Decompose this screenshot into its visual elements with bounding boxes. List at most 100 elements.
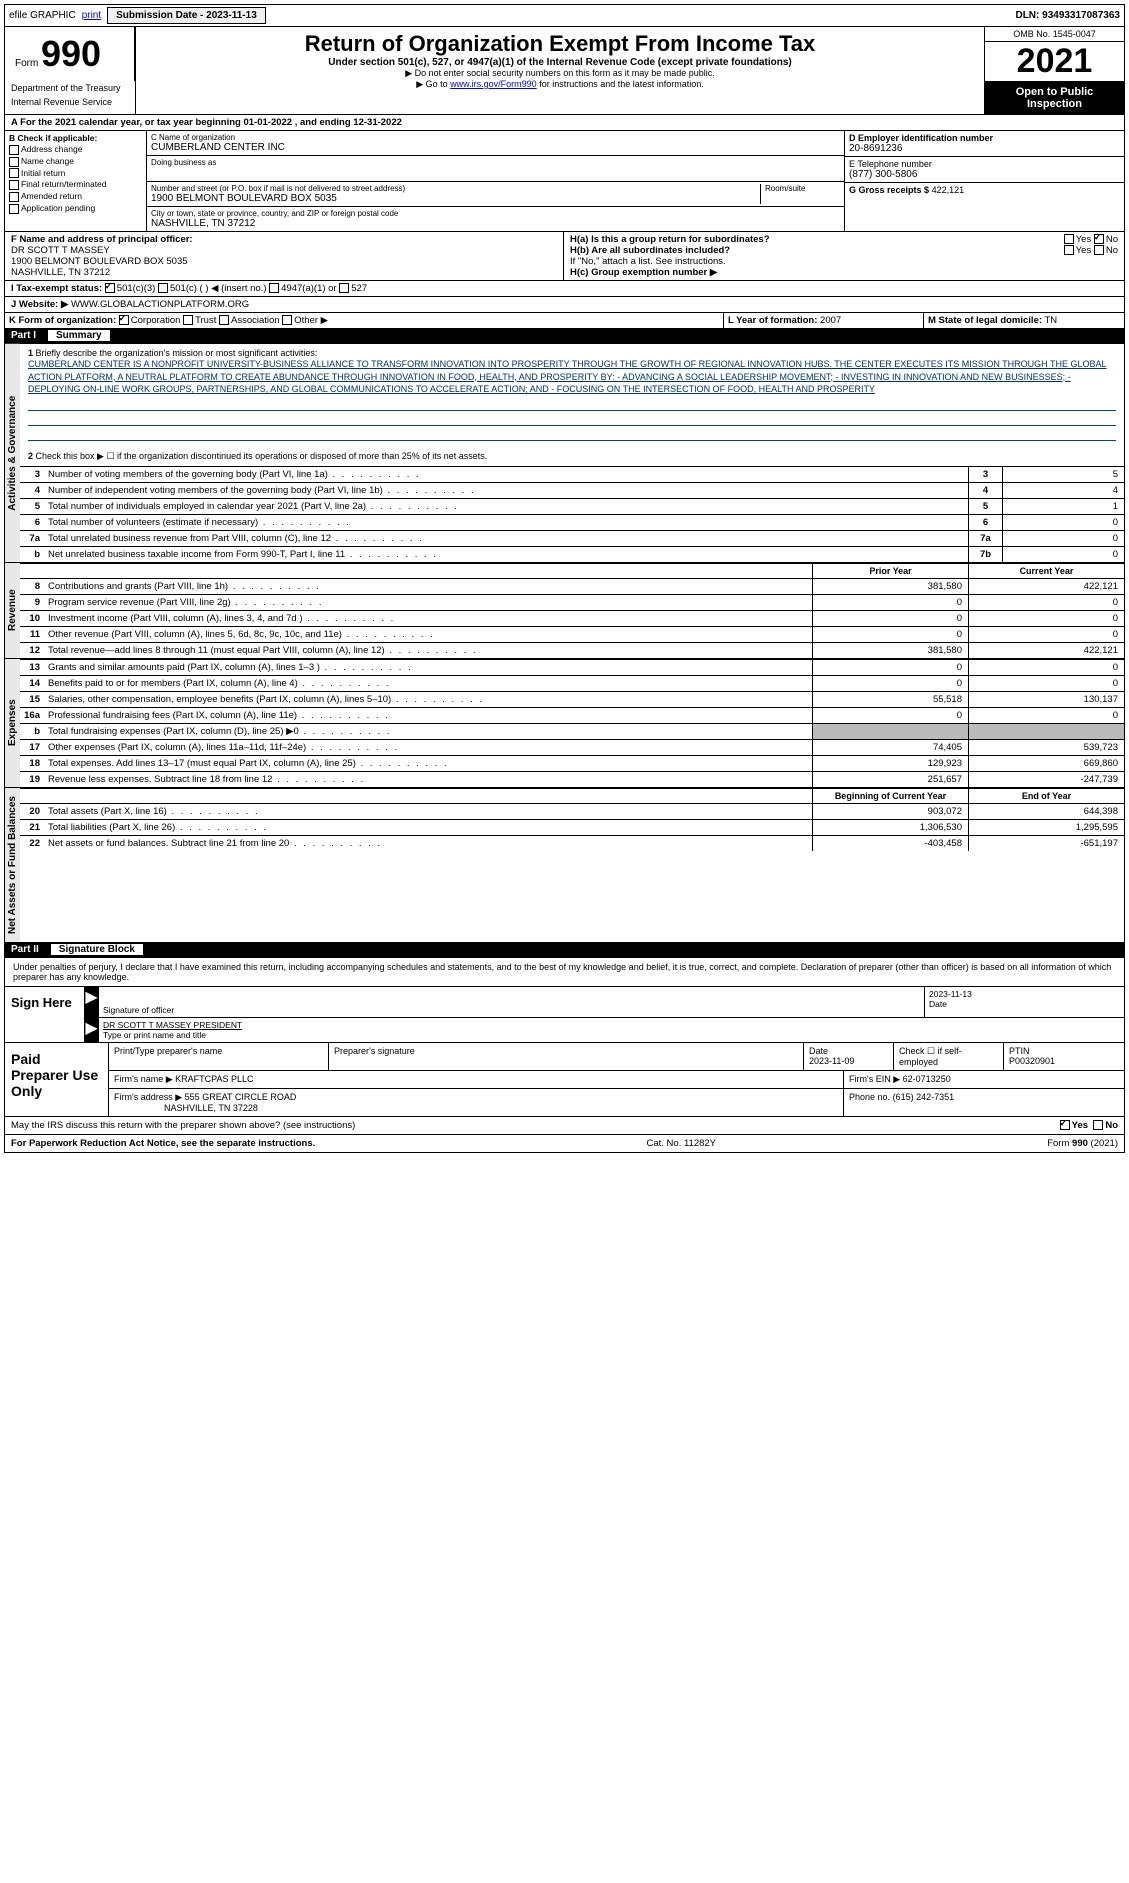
line-desc: Total number of volunteers (estimate if … [44, 515, 968, 530]
officer-typed-name: DR SCOTT T MASSEY PRESIDENT [103, 1020, 242, 1030]
line-box: 7b [968, 547, 1002, 562]
declaration-text: Under penalties of perjury, I declare th… [5, 957, 1124, 986]
chk-assoc[interactable] [219, 315, 229, 325]
chk-name-change[interactable] [9, 157, 19, 167]
arrow-icon-2: ▶ [85, 1018, 99, 1042]
top-bar: efile GRAPHIC print Submission Date - 20… [5, 5, 1124, 27]
chk-hb-no[interactable] [1094, 245, 1104, 255]
chk-501c[interactable] [158, 283, 168, 293]
form-org-label: K Form of organization: [9, 315, 116, 326]
street-label: Number and street (or P.O. box if mail i… [151, 184, 760, 193]
city-label: City or town, state or province, country… [151, 209, 840, 218]
discuss-row: May the IRS discuss this return with the… [5, 1116, 1124, 1134]
form-number: 990 [41, 33, 101, 74]
sig-date-label: Date [929, 999, 947, 1009]
blank-line-1 [28, 398, 1116, 411]
row-klm: K Form of organization: Corporation Trus… [5, 312, 1124, 328]
chk-hb-yes[interactable] [1064, 245, 1074, 255]
chk-app-pending[interactable] [9, 204, 19, 214]
line-num: 19 [20, 772, 44, 787]
subtitle-3: ▶ Go to www.irs.gov/Form990 for instruct… [146, 79, 974, 90]
expenses-section: Expenses 13 Grants and similar amounts p… [5, 658, 1124, 787]
lbl-name-change: Name change [21, 156, 74, 166]
chk-4947[interactable] [269, 283, 279, 293]
line-5: 5 Total number of individuals employed i… [20, 498, 1124, 514]
print-link[interactable]: print [82, 10, 101, 21]
paid-preparer-block: Paid Preparer Use Only Print/Type prepar… [5, 1042, 1124, 1116]
irs-link[interactable]: www.irs.gov/Form990 [450, 79, 537, 89]
ptin-value: P00320901 [1009, 1056, 1055, 1066]
chk-trust[interactable] [183, 315, 193, 325]
dba-label: Doing business as [151, 158, 840, 167]
box-h: H(a) Is this a group return for subordin… [564, 232, 1124, 280]
q1-label: Briefly describe the organization's miss… [36, 348, 318, 358]
prep-name-label: Print/Type preparer's name [114, 1046, 222, 1056]
chk-ha-yes[interactable] [1064, 234, 1074, 244]
prior-val: 74,405 [812, 740, 968, 755]
current-val: 0 [968, 676, 1124, 691]
sig-officer-label: Signature of officer [103, 1005, 174, 1015]
firm-phone-label: Phone no. [849, 1092, 890, 1102]
tax-status-label: I Tax-exempt status: [11, 283, 102, 294]
phone-label: E Telephone number [849, 159, 932, 169]
revenue-section: Revenue Prior Year Current Year 8 Contri… [5, 562, 1124, 658]
line-num: 17 [20, 740, 44, 755]
line-11: 11 Other revenue (Part VIII, column (A),… [20, 626, 1124, 642]
chk-corp[interactable] [119, 315, 129, 325]
hc-label: H(c) Group exemption number ▶ [570, 267, 717, 278]
end-year-header: End of Year [968, 789, 1124, 803]
line-10: 10 Investment income (Part VIII, column … [20, 610, 1124, 626]
year-formation-label: L Year of formation: [728, 315, 817, 326]
sig-date-value: 2023-11-13 [929, 989, 972, 999]
firm-name-label: Firm's name ▶ [114, 1074, 173, 1084]
firm-name-value: KRAFTCPAS PLLC [175, 1074, 253, 1084]
chk-527[interactable] [339, 283, 349, 293]
officer-addr2: NASHVILLE, TN 37212 [11, 267, 110, 278]
submission-date-button[interactable]: Submission Date - 2023-11-13 [107, 7, 266, 24]
chk-other[interactable] [282, 315, 292, 325]
chk-ha-no[interactable] [1094, 234, 1104, 244]
q2-label: Check this box ▶ ☐ if the organization d… [36, 451, 488, 461]
inspection-label: Open to Public Inspection [985, 81, 1124, 114]
prior-val: 0 [812, 660, 968, 675]
line-num: 5 [20, 499, 44, 514]
prior-val: 0 [812, 627, 968, 642]
line-num: 6 [20, 515, 44, 530]
prior-val: 1,306,530 [812, 820, 968, 835]
line-desc: Total expenses. Add lines 13–17 (must eq… [44, 756, 812, 771]
part1-body: Activities & Governance 1 Briefly descri… [5, 343, 1124, 562]
chk-discuss-yes[interactable] [1060, 1120, 1070, 1130]
chk-amended-return[interactable] [9, 192, 19, 202]
ein-label: D Employer identification number [849, 133, 993, 143]
line-desc: Salaries, other compensation, employee b… [44, 692, 812, 707]
chk-initial-return[interactable] [9, 168, 19, 178]
line-num: 12 [20, 643, 44, 658]
chk-address-change[interactable] [9, 145, 19, 155]
line-num: 3 [20, 467, 44, 482]
section-governance-label: Activities & Governance [5, 344, 20, 562]
line-desc: Total unrelated business revenue from Pa… [44, 531, 968, 546]
line-desc: Investment income (Part VIII, column (A)… [44, 611, 812, 626]
lbl-527: 527 [351, 283, 367, 294]
box-c: C Name of organizationCUMBERLAND CENTER … [147, 131, 844, 231]
line-val: 5 [1002, 467, 1124, 482]
lbl-other: Other ▶ [294, 315, 328, 326]
part1-title: Summary [48, 330, 110, 341]
mission-text: CUMBERLAND CENTER IS A NONPROFIT UNIVERS… [28, 359, 1107, 394]
ha-label: H(a) Is this a group return for subordin… [570, 234, 770, 245]
line-17: 17 Other expenses (Part IX, column (A), … [20, 739, 1124, 755]
prior-val: 0 [812, 595, 968, 610]
line-num: 20 [20, 804, 44, 819]
line-box: 4 [968, 483, 1002, 498]
q2-block: 2 Check this box ▶ ☐ if the organization… [20, 447, 1124, 466]
chk-501c3[interactable] [105, 283, 115, 293]
line-desc: Total liabilities (Part X, line 26) [44, 820, 812, 835]
chk-final-return[interactable] [9, 180, 19, 190]
irs-label: Internal Revenue Service [5, 95, 135, 109]
lbl-corp: Corporation [131, 315, 181, 326]
omb-number: OMB No. 1545-0047 [985, 27, 1124, 42]
current-val: 0 [968, 627, 1124, 642]
line-val: 1 [1002, 499, 1124, 514]
sign-here-block: Sign Here ▶ Signature of officer 2023-11… [5, 986, 1124, 1042]
chk-discuss-no[interactable] [1093, 1120, 1103, 1130]
